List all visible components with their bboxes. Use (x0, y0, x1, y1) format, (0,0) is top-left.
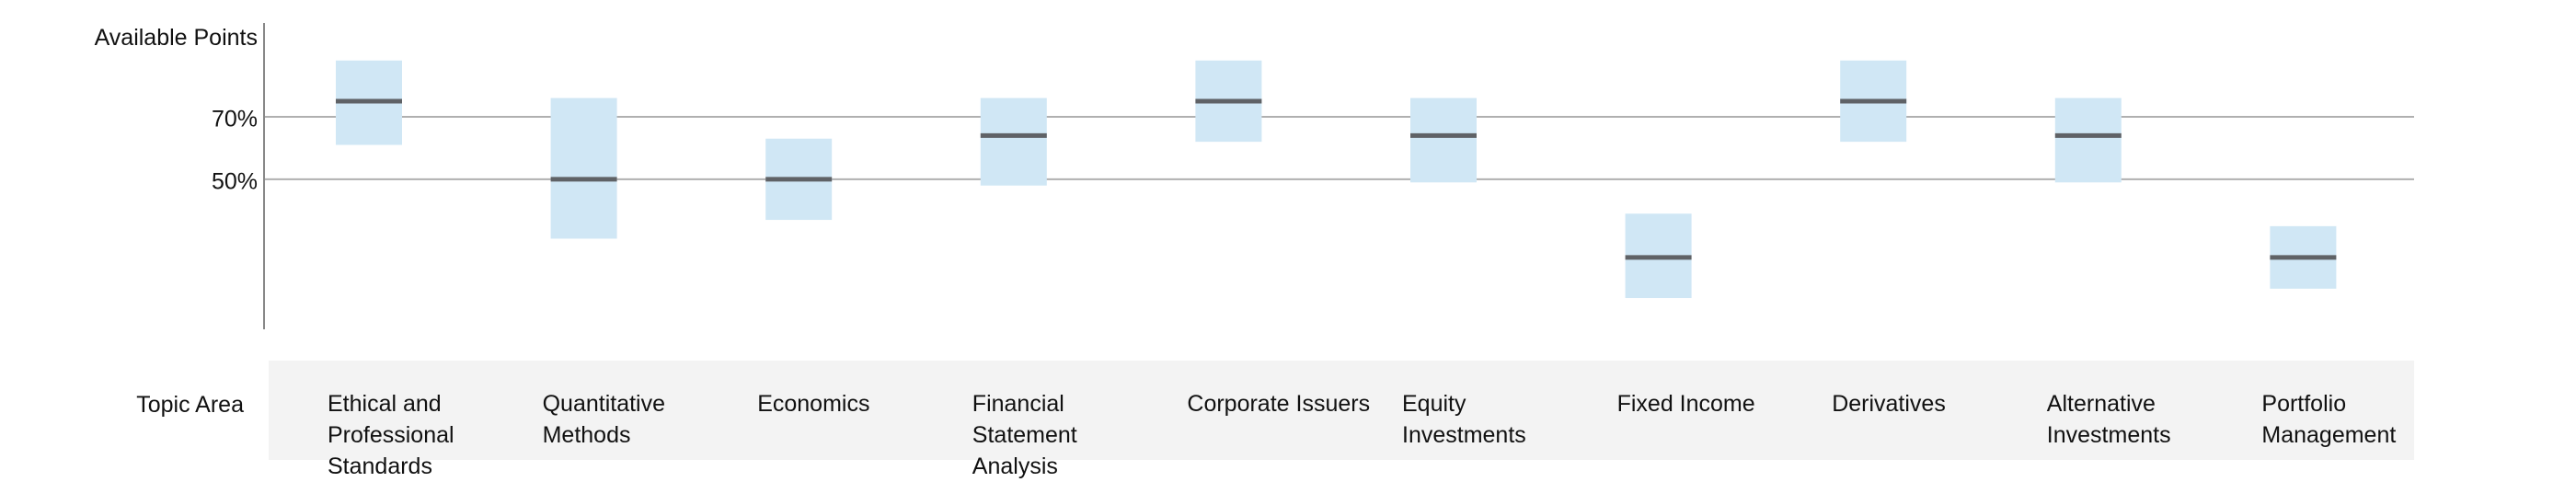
y-axis-title: Available Points (94, 25, 258, 51)
category-label: Quantitative Methods (542, 391, 666, 448)
category-label: Fixed Income (1616, 391, 1755, 417)
y-tick-label: 70% (211, 106, 258, 132)
category-label: Ethical and Professional Standards (328, 391, 454, 479)
category-label: Financial Statement Analysis (972, 391, 1077, 479)
x-axis-title: Topic Area (136, 392, 244, 418)
range-boxes (336, 60, 2337, 299)
range-box (2054, 98, 2122, 183)
category-label: Equity Investments (1402, 391, 1526, 448)
range-box (1410, 98, 1477, 183)
range-box (980, 98, 1047, 186)
category-label: Economics (757, 391, 870, 417)
topic-area-band (269, 361, 2414, 460)
range-box (550, 98, 617, 239)
chart-page: { "chart_data": { "type": "box", "y_axis… (94, 23, 2414, 479)
category-label: Derivatives (1832, 391, 1946, 417)
category-label: Portfolio Management (2261, 391, 2397, 448)
chart-plot (263, 23, 2414, 329)
category-label: Corporate Issuers (1187, 391, 1371, 417)
y-tick-label: 50% (211, 168, 258, 195)
category-label: Alternative Investments (2046, 391, 2171, 448)
